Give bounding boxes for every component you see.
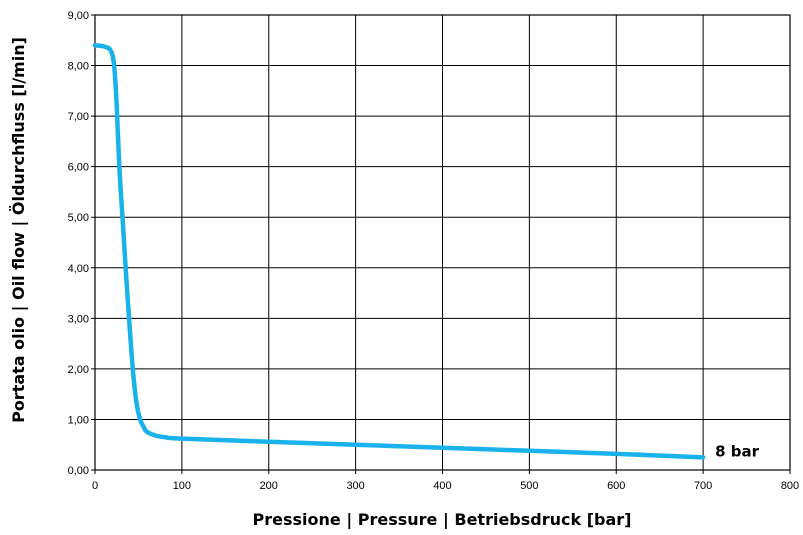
y-tick-label: 1,00	[68, 414, 89, 426]
x-tick-label: 700	[694, 480, 712, 492]
series-line-8-bar	[92, 43, 706, 460]
y-tick-label: 8,00	[68, 61, 89, 73]
x-tick-labels: 0 100 200 300 400 500 600 700 800	[92, 480, 799, 492]
x-axis-title: Pressione | Pressure | Betriebsdruck [ba…	[253, 510, 632, 530]
x-tick-label: 800	[781, 480, 799, 492]
y-tick-label: 5,00	[68, 212, 89, 224]
y-tick-label: 2,00	[68, 364, 89, 376]
series-label: 8 bar	[715, 442, 760, 460]
x-tick-label: 600	[607, 480, 625, 492]
x-tick-label: 400	[433, 480, 451, 492]
y-tick-label: 3,00	[68, 313, 89, 325]
x-tick-label: 100	[173, 480, 191, 492]
plot-frame	[94, 14, 791, 471]
x-tick-label: 200	[260, 480, 278, 492]
x-tick-label: 500	[520, 480, 538, 492]
y-tick-label: 0,00	[68, 465, 89, 477]
x-tick-label: 300	[346, 480, 364, 492]
y-tick-label: 7,00	[68, 111, 89, 123]
x-tick-label: 0	[92, 480, 98, 492]
y-tick-label: 4,00	[68, 263, 89, 275]
grid-lines	[91, 14, 791, 474]
y-axis-title: Portata olio | Oil flow | Öldurchfluss […	[9, 37, 29, 423]
y-tick-label: 9,00	[68, 10, 89, 22]
series-layer: 8 bar	[92, 43, 760, 460]
y-tick-labels: 0,00 1,00 2,00 3,00 4,00 5,00 6,00 7,00 8,00 9,00	[68, 10, 89, 477]
y-tick-label: 6,00	[68, 162, 89, 174]
